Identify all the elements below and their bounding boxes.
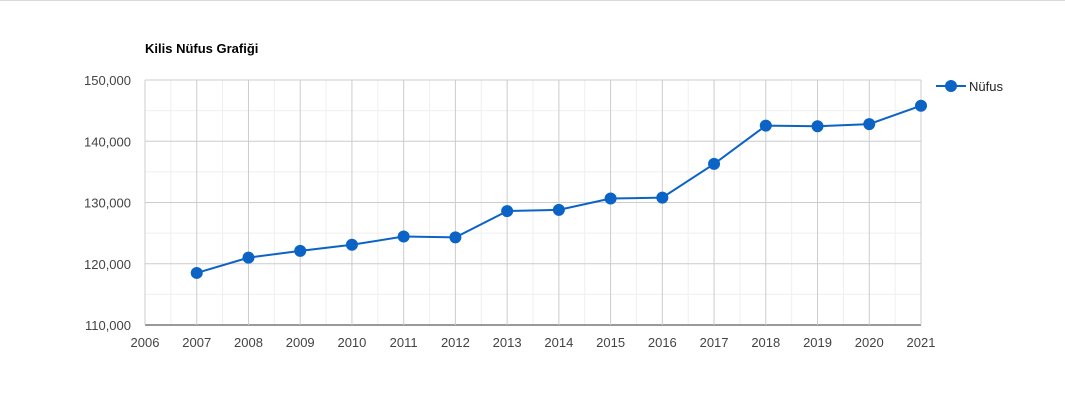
data-point[interactable] bbox=[397, 230, 410, 243]
x-tick-label: 2012 bbox=[441, 335, 470, 350]
x-tick-label: 2010 bbox=[337, 335, 366, 350]
y-tick-label: 120,000 bbox=[84, 257, 131, 272]
major-grid bbox=[144, 79, 922, 326]
x-tick-label: 2018 bbox=[751, 335, 780, 350]
data-point[interactable] bbox=[294, 244, 307, 257]
x-tick-label: 2011 bbox=[390, 335, 418, 350]
x-tick-label: 2016 bbox=[648, 335, 677, 350]
x-tick-label: 2015 bbox=[596, 335, 625, 350]
data-point[interactable] bbox=[501, 205, 514, 218]
data-point[interactable] bbox=[708, 157, 721, 170]
x-tick-label: 2009 bbox=[286, 335, 315, 350]
data-point[interactable] bbox=[449, 231, 462, 244]
x-tick-label: 2014 bbox=[544, 335, 573, 350]
x-tick-label: 2013 bbox=[493, 335, 522, 350]
data-point[interactable] bbox=[759, 119, 772, 132]
x-tick-label: 2020 bbox=[855, 335, 884, 350]
x-tick-label: 2017 bbox=[700, 335, 729, 350]
data-point[interactable] bbox=[552, 203, 565, 216]
data-point[interactable] bbox=[190, 266, 203, 279]
plot-points bbox=[190, 99, 927, 279]
x-tick-label: 2007 bbox=[182, 335, 211, 350]
data-point[interactable] bbox=[604, 192, 617, 205]
data-point[interactable] bbox=[656, 191, 669, 204]
chart-title: Kilis Nüfus Grafiği bbox=[145, 41, 258, 56]
y-tick-label: 130,000 bbox=[84, 196, 131, 211]
data-point[interactable] bbox=[242, 251, 255, 264]
data-point[interactable] bbox=[915, 99, 927, 112]
data-point[interactable] bbox=[345, 238, 358, 251]
y-tick-label: 110,000 bbox=[85, 318, 131, 333]
y-tick-label: 150,000 bbox=[84, 73, 131, 88]
legend-marker bbox=[945, 80, 957, 92]
data-point[interactable] bbox=[863, 118, 876, 131]
x-tick-label: 2021 bbox=[907, 335, 936, 350]
x-axis-ticks: 2006 2007 2008 2009 2010 2011 2012 2013 2014 2015… bbox=[131, 335, 936, 350]
x-tick-label: 2019 bbox=[803, 335, 832, 350]
x-tick-label: 2006 bbox=[131, 335, 160, 350]
legend-label[interactable]: Nüfus bbox=[969, 79, 1003, 94]
legend: Nüfus bbox=[936, 79, 1003, 94]
data-point[interactable] bbox=[811, 120, 824, 133]
y-axis-ticks: 110,000 120,000 130,000 140,000 150,000 bbox=[84, 73, 131, 333]
x-tick-label: 2008 bbox=[234, 335, 263, 350]
y-tick-label: 140,000 bbox=[84, 134, 131, 149]
